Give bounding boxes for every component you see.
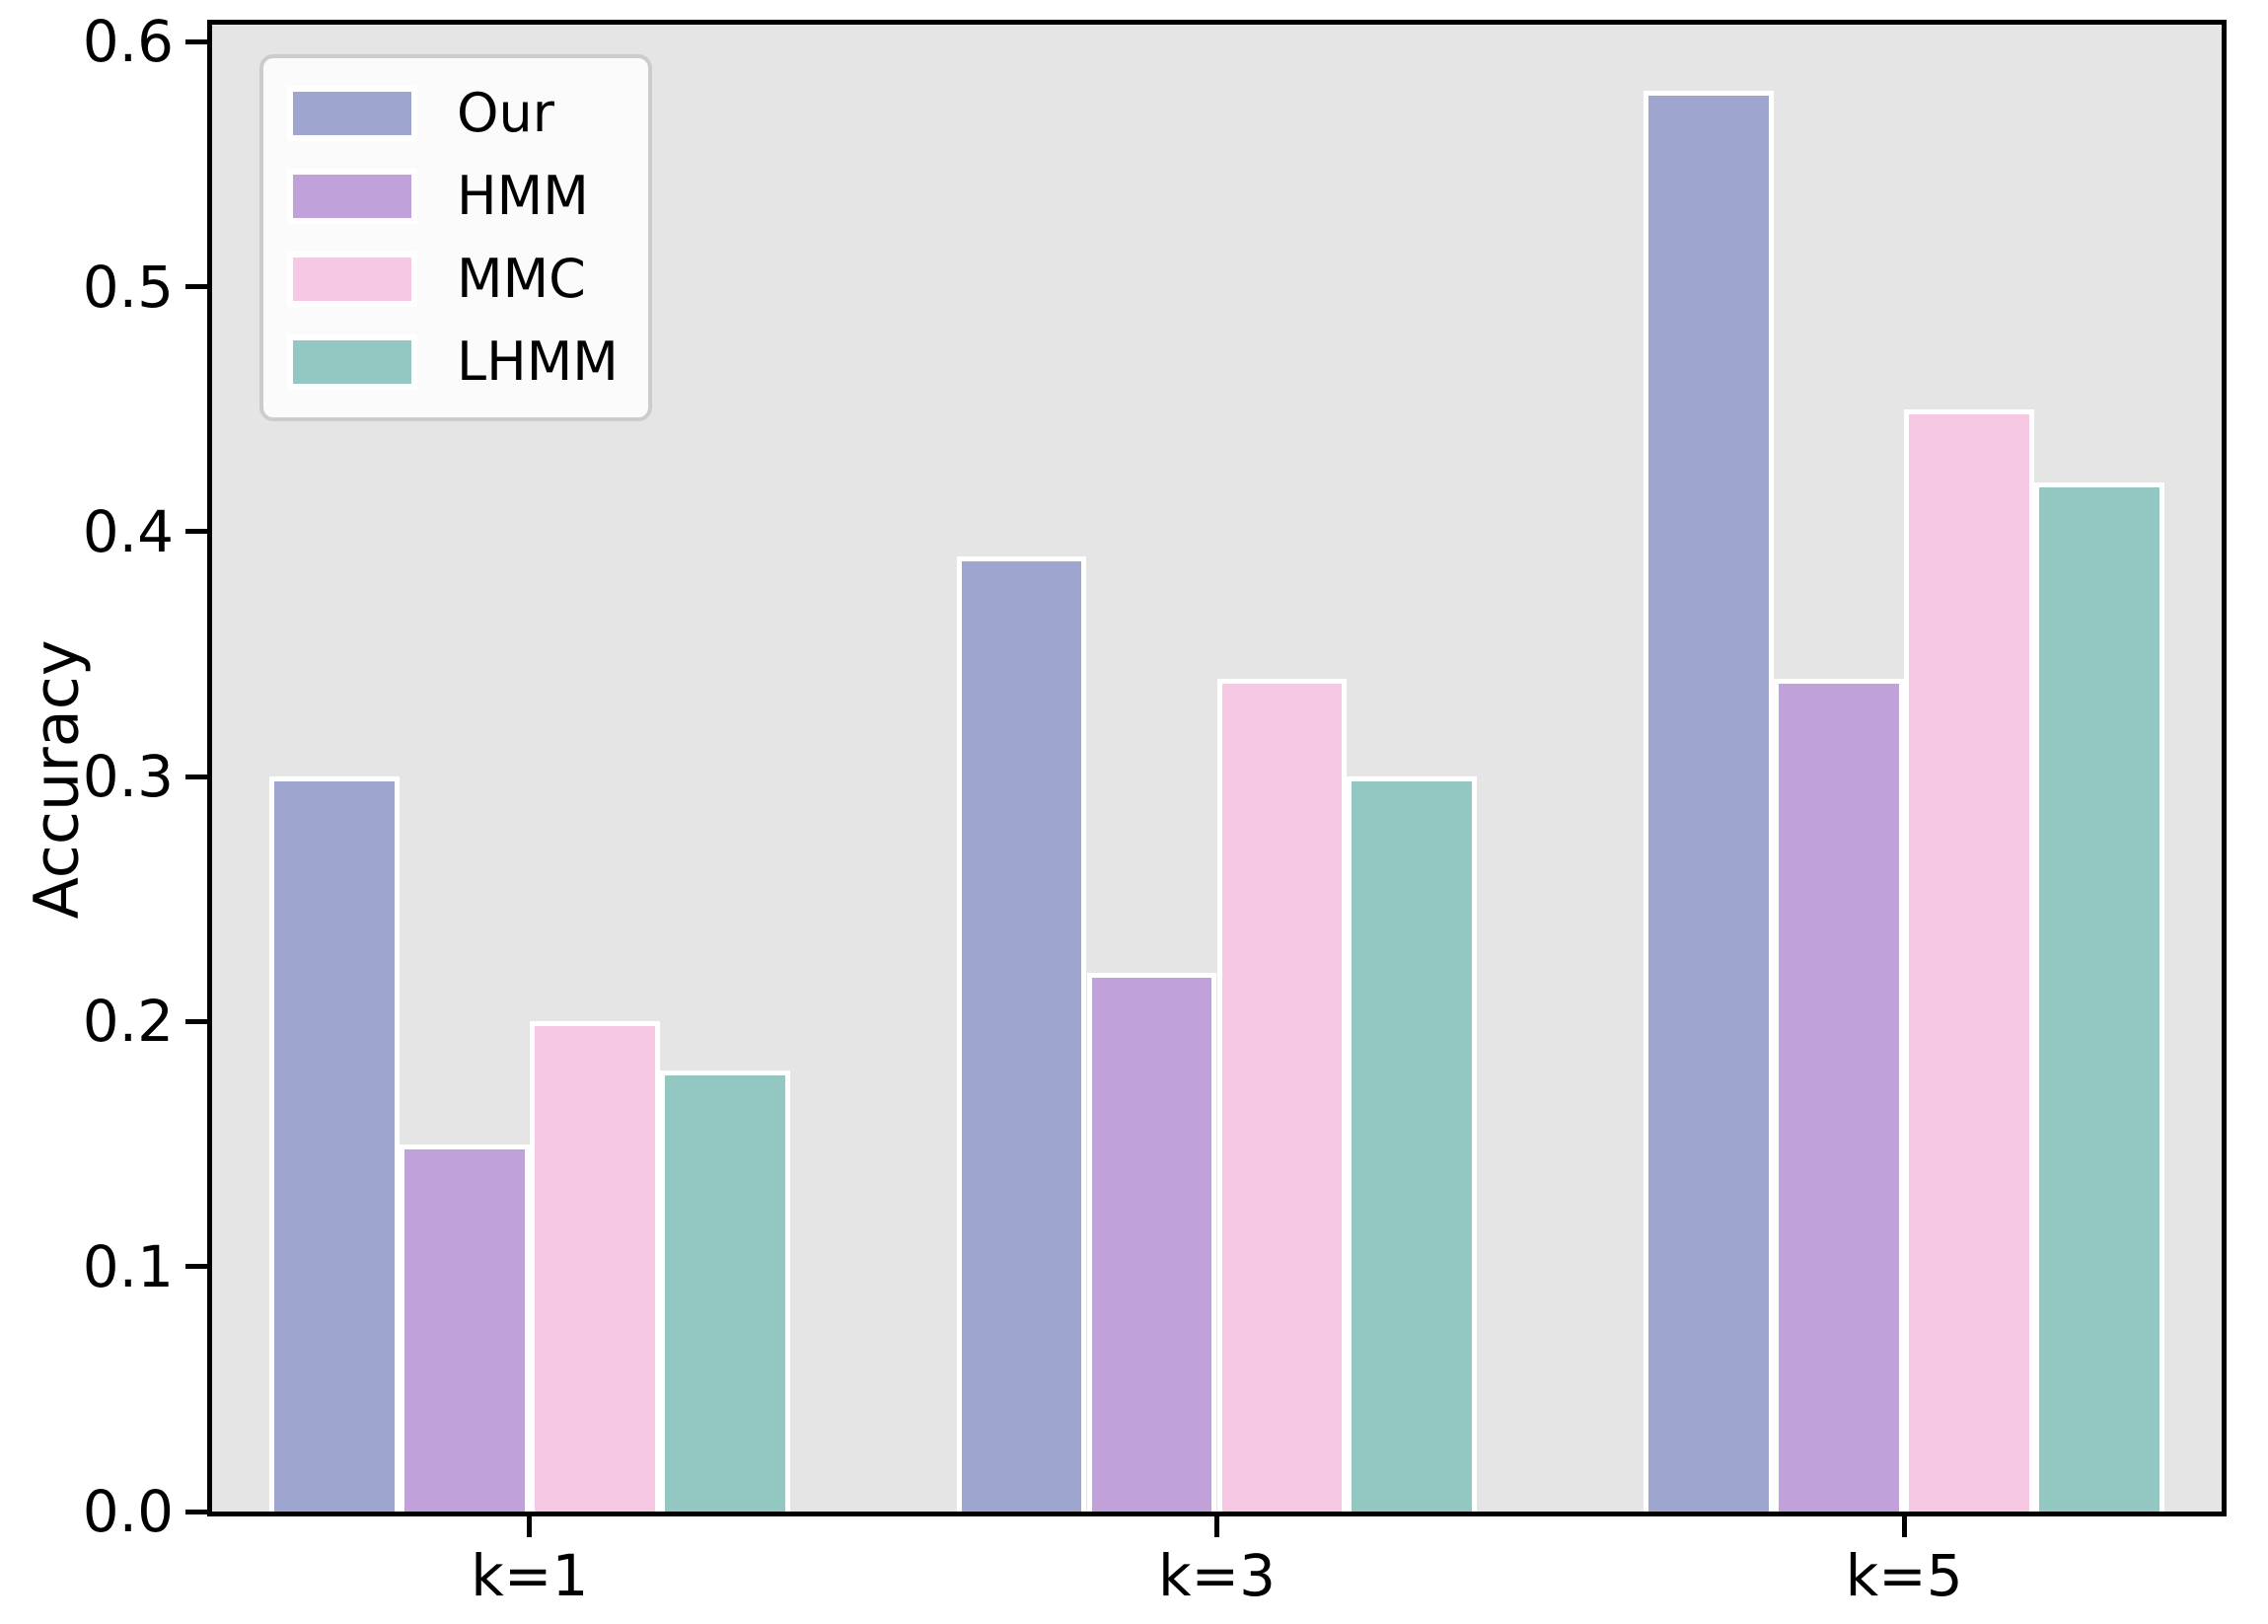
y-tick-label-0.6: 0.6 [82,8,174,76]
bar-HMM-k=3 [1086,972,1217,1512]
y-tick-mark-0.2 [185,1018,212,1024]
y-tick-mark-0.0 [185,1509,212,1514]
x-tick-label-k=5: k=5 [1845,1542,1963,1609]
legend-swatch-Our [287,86,417,141]
bar-MMC-k=5 [1904,408,2035,1512]
x-tick-label-k=3: k=3 [1157,1542,1277,1609]
y-tick-label-0.3: 0.3 [82,743,174,811]
legend-label-Our: Our [457,82,554,144]
bar-HMM-k=5 [1774,678,1905,1512]
plot-area: Our HMM MMC LHMM [207,20,2227,1516]
y-tick-label-0.2: 0.2 [82,988,174,1056]
bar-Our-k=5 [1644,91,1775,1512]
y-tick-mark-0.1 [185,1264,212,1270]
legend-swatch-MMC [287,252,417,307]
x-tick-mark-k=1 [527,1512,533,1537]
bar-Our-k=3 [956,555,1087,1512]
bar-MMC-k=3 [1216,678,1348,1512]
y-tick-mark-0.6 [185,38,212,44]
legend: Our HMM MMC LHMM [259,54,652,421]
x-tick-label-k=1: k=1 [471,1542,589,1609]
x-tick-mark-k=5 [1901,1512,1907,1537]
y-tick-label-0.4: 0.4 [82,497,174,565]
legend-item-Our: Our [287,72,619,155]
legend-swatch-LHMM [287,334,417,390]
bar-Our-k=1 [268,776,400,1512]
legend-item-MMC: MMC [287,238,619,321]
y-tick-mark-0.3 [185,774,212,779]
x-tick-mark-k=3 [1214,1512,1219,1537]
bar-LHMM-k=1 [659,1070,790,1512]
y-tick-label-0.0: 0.0 [82,1478,174,1545]
bar-HMM-k=1 [399,1144,530,1512]
y-tick-mark-0.4 [185,529,212,535]
bar-LHMM-k=3 [1347,776,1478,1512]
legend-item-LHMM: LHMM [287,321,619,404]
legend-label-HMM: HMM [457,165,589,227]
legend-swatch-HMM [287,169,417,224]
bar-LHMM-k=5 [2034,482,2165,1512]
legend-label-MMC: MMC [457,248,586,310]
y-tick-label-0.5: 0.5 [82,253,174,321]
y-tick-mark-0.5 [185,284,212,290]
y-tick-label-0.1: 0.1 [82,1232,174,1300]
legend-item-HMM: HMM [287,155,619,238]
bar-MMC-k=1 [529,1021,660,1512]
legend-label-LHMM: LHMM [457,331,619,393]
